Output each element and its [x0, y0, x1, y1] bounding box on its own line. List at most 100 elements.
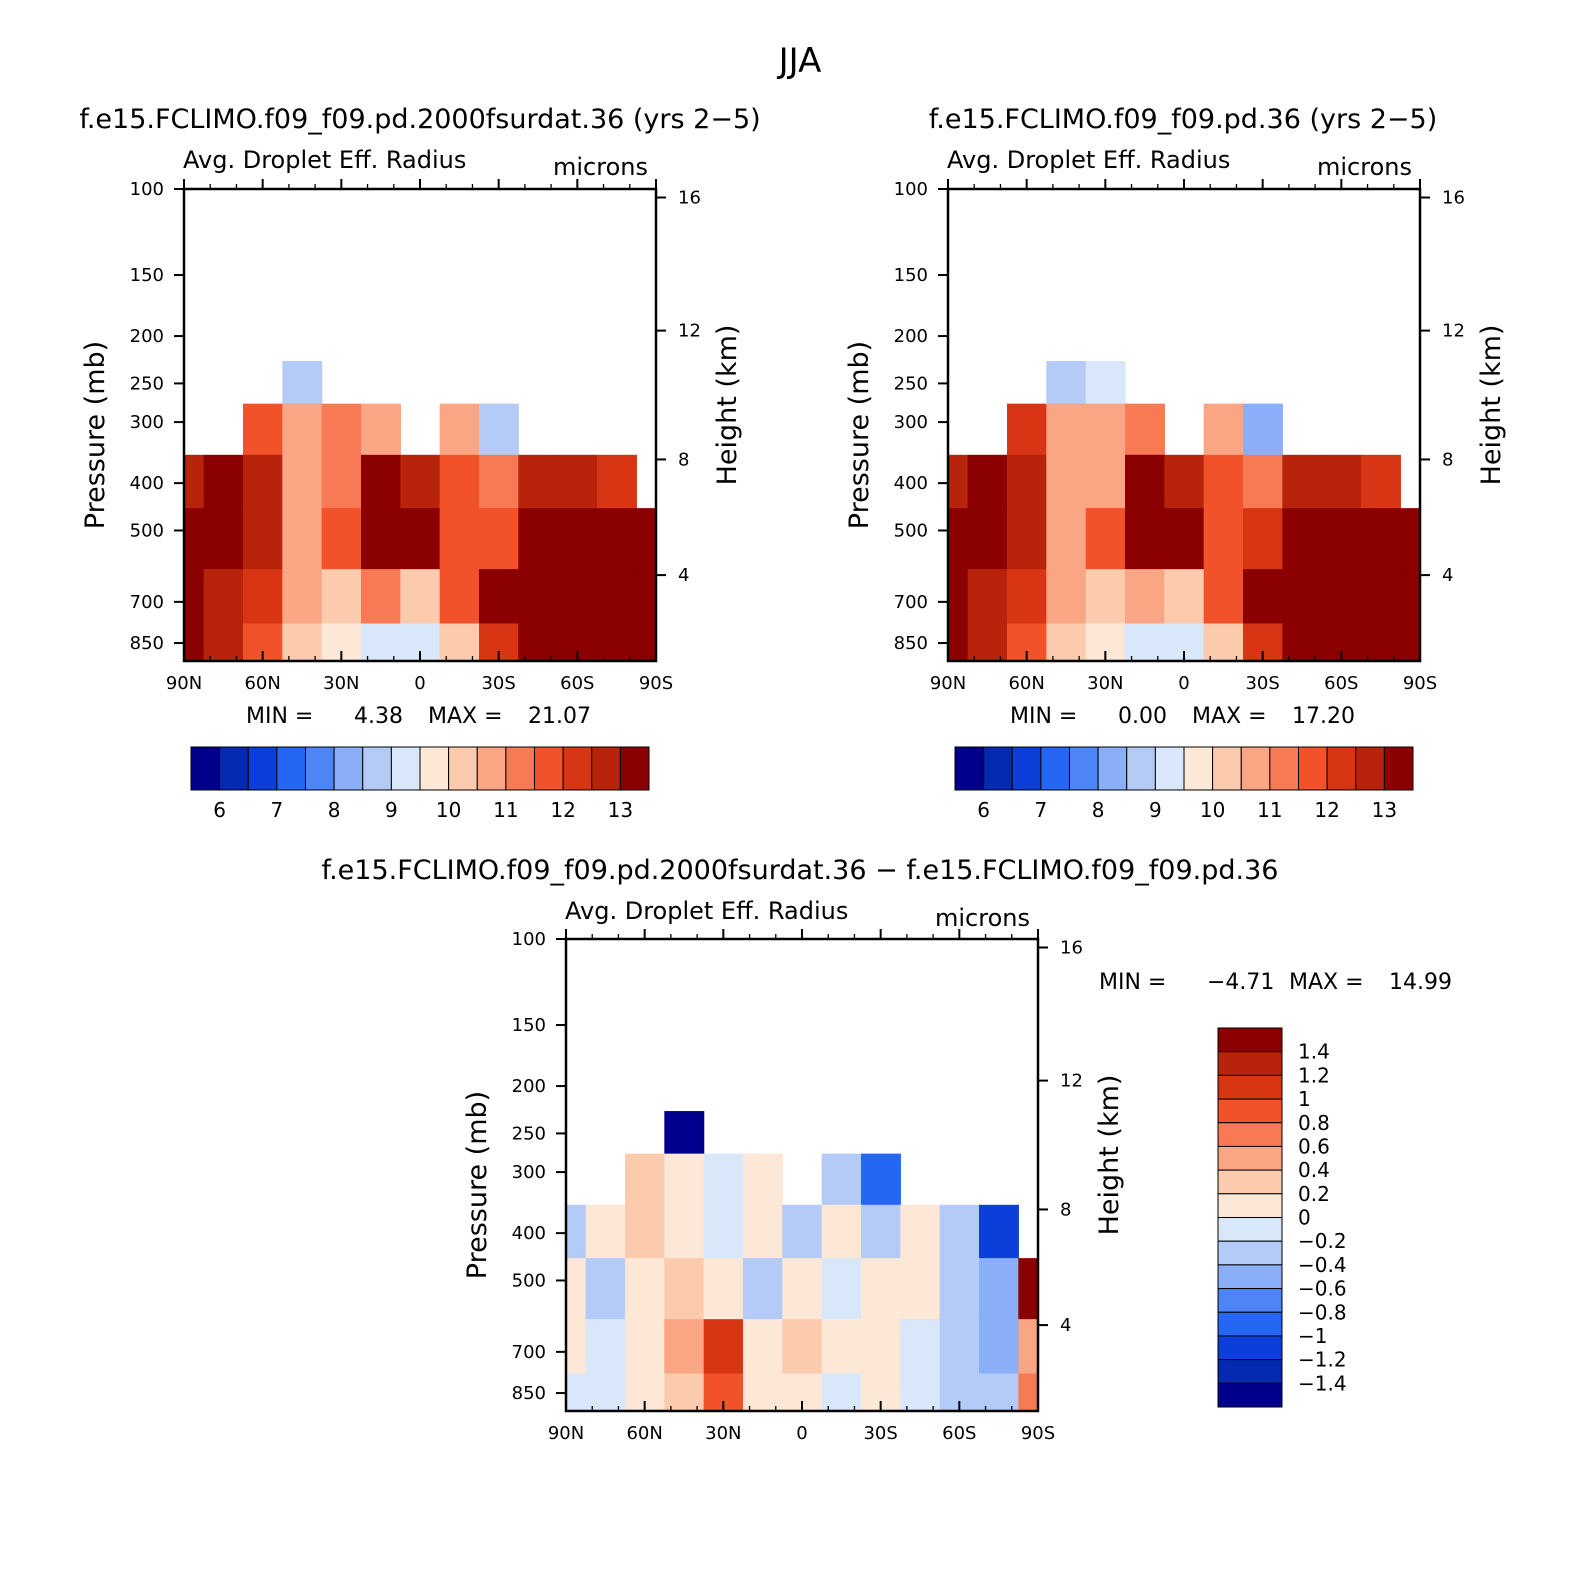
colorbar-box: [1298, 746, 1328, 791]
colorbar-label: 8: [1092, 798, 1105, 822]
heatmap-cell: [1007, 454, 1047, 509]
heatmap-cell: [1085, 361, 1126, 405]
heatmap-cell: [821, 1319, 862, 1375]
colorbar-label: 0.6: [1298, 1134, 1330, 1158]
y2-tick-label: 8: [1060, 1199, 1071, 1220]
colorbar-box: [1069, 746, 1099, 791]
y2-axis-label: Height (km): [712, 325, 743, 486]
x-tick-label: 0: [1178, 673, 1189, 694]
heatmap-cell: [243, 403, 283, 456]
chart-panel-p3: f.e15.FCLIMO.f09_f09.pd.2000fsurdat.36 −…: [322, 855, 1452, 1444]
colorbar-label: −1.2: [1298, 1348, 1347, 1372]
y-tick-label: 300: [512, 1162, 546, 1183]
y-tick-label: 850: [512, 1383, 546, 1404]
heatmap-cell: [664, 1319, 705, 1375]
colorbar-label: 1.2: [1298, 1063, 1330, 1087]
heatmap-cell: [1243, 454, 1283, 509]
y2-tick-label: 16: [1442, 187, 1465, 208]
heatmap-cell: [664, 1373, 705, 1412]
heatmap-cell: [1361, 569, 1401, 625]
heatmap-cell: [597, 454, 637, 509]
heatmap-cell: [243, 569, 283, 625]
colorbar-box: [219, 746, 249, 791]
colorbar-box: [619, 746, 650, 791]
min-label: MIN =: [1099, 970, 1166, 995]
heatmap-cell: [664, 1258, 705, 1320]
y-tick-label: 300: [130, 412, 164, 433]
y-tick-label: 700: [894, 592, 928, 613]
heatmap-cell: [625, 1204, 665, 1259]
colorbar-box: [1097, 746, 1128, 791]
x-tick-label: 30N: [1087, 673, 1123, 694]
colorbar-box: [1217, 1074, 1283, 1100]
heatmap-cell: [479, 454, 519, 509]
heatmap-cell: [782, 1204, 823, 1259]
heatmap-cell: [243, 508, 283, 570]
heatmap-cell: [203, 454, 244, 509]
heatmap-cell: [439, 508, 480, 570]
colorbar-label: 6: [213, 798, 226, 822]
heatmap-cell: [625, 1319, 665, 1375]
heatmap-cell: [1203, 569, 1244, 625]
heatmap-cell: [979, 1373, 1019, 1412]
colorbar-box: [1217, 1382, 1283, 1408]
colorbar-label: 0.4: [1298, 1158, 1330, 1182]
y2-tick-label: 12: [1442, 321, 1465, 342]
heatmap-cell: [1164, 508, 1205, 570]
heatmap-cell: [636, 623, 657, 662]
colorbar-box: [333, 746, 364, 791]
heatmap-cell: [743, 1258, 783, 1320]
heatmap-cell: [1046, 508, 1087, 570]
chart-panel-p1: f.e15.FCLIMO.f09_f09.pd.2000fsurdat.36 (…: [79, 104, 760, 822]
colorbar-label: −0.4: [1298, 1253, 1347, 1277]
heatmap-cell: [1282, 623, 1323, 662]
colorbar-box: [247, 746, 278, 791]
heatmap-cell: [625, 1153, 665, 1206]
y2-tick-label: 16: [678, 187, 701, 208]
y-tick-label: 850: [894, 633, 928, 654]
heatmap-cell: [282, 508, 323, 570]
heatmap-cell: [1125, 508, 1165, 570]
y2-tick-label: 4: [678, 565, 689, 586]
colorbar-label: 7: [271, 798, 284, 822]
heatmap-cell: [900, 1373, 941, 1412]
colorbar-box: [591, 746, 621, 791]
heatmap-cell: [203, 508, 244, 570]
heatmap-cell: [439, 569, 480, 625]
heatmap-cell: [1046, 361, 1087, 405]
colorbar-label: 9: [385, 798, 398, 822]
heatmap-cell: [1085, 508, 1126, 570]
heatmap-cell: [566, 1258, 587, 1320]
heatmap-cell: [979, 1204, 1019, 1259]
heatmap-cell: [243, 454, 283, 509]
y-tick-label: 400: [512, 1223, 546, 1244]
y-tick-label: 100: [894, 179, 928, 200]
heatmap-cell: [967, 623, 1008, 662]
heatmap-cell: [361, 403, 401, 456]
colorbar-box: [1217, 1264, 1283, 1290]
colorbar-box: [1212, 746, 1242, 791]
x-tick-label: 0: [414, 673, 425, 694]
y2-tick-label: 4: [1442, 565, 1453, 586]
heatmap-cell: [1018, 1258, 1039, 1320]
heatmap-cell: [566, 1204, 587, 1259]
heatmap-cell: [321, 454, 362, 509]
panel-units: microns: [553, 153, 648, 181]
heatmap-cell: [321, 403, 362, 456]
heatmap-cell: [1361, 508, 1401, 570]
heatmap-cell: [282, 569, 323, 625]
heatmap-cell: [861, 1258, 901, 1320]
x-tick-label: 90S: [639, 673, 673, 694]
colorbar-label: 0.8: [1298, 1111, 1330, 1135]
heatmap-cell: [439, 623, 480, 662]
heatmap-cell: [1164, 569, 1205, 625]
heatmap-cell: [1400, 623, 1421, 662]
heatmap-cell: [184, 569, 205, 625]
heatmap-cell: [439, 403, 480, 456]
colorbar-label: 8: [328, 798, 341, 822]
colorbar-box: [305, 746, 335, 791]
y2-tick-label: 16: [1060, 937, 1083, 958]
y-tick-label: 250: [512, 1123, 546, 1144]
y-tick-label: 250: [130, 373, 164, 394]
colorbar-label: −0.6: [1298, 1277, 1347, 1301]
